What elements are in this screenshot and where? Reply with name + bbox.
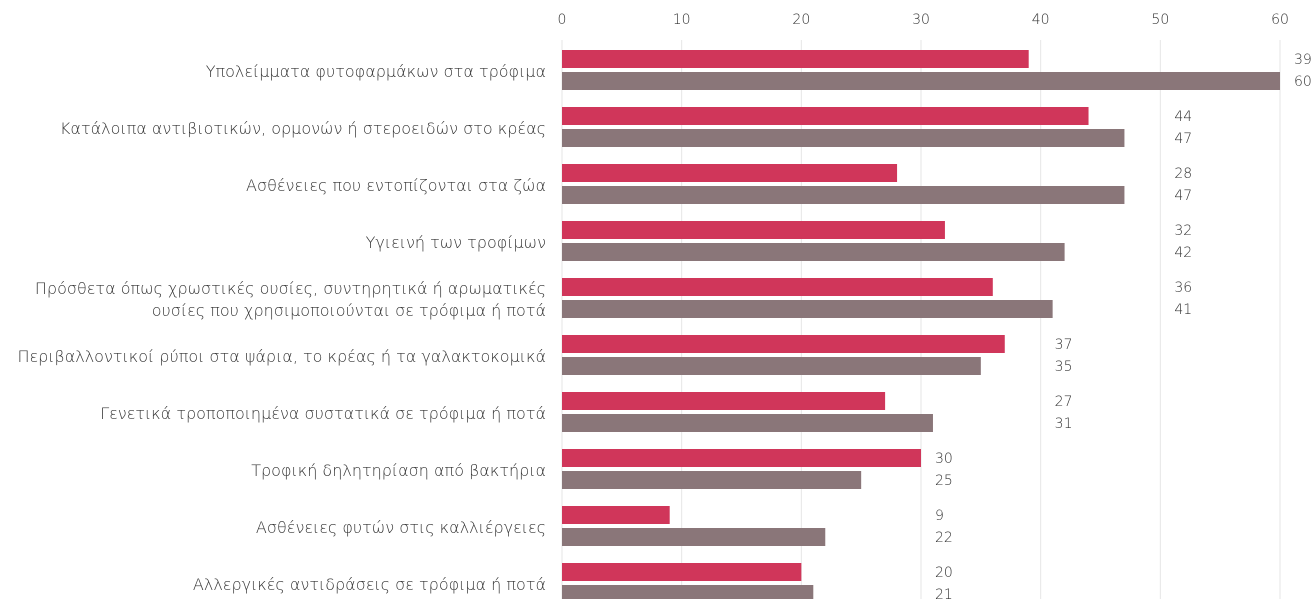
bar	[562, 449, 921, 467]
bar	[562, 243, 1065, 261]
data-label: 37	[1055, 337, 1073, 353]
data-label: 47	[1174, 131, 1192, 147]
bar	[562, 50, 1029, 68]
bar	[562, 506, 670, 524]
bar	[562, 300, 1053, 318]
bar	[562, 585, 814, 599]
x-tick-label: 20	[792, 12, 810, 28]
data-label: 31	[1055, 416, 1073, 432]
bar	[562, 221, 945, 239]
data-label: 41	[1174, 302, 1192, 318]
data-label: 25	[935, 473, 953, 489]
bar	[562, 335, 1005, 353]
data-label: 9	[935, 508, 944, 524]
bar	[562, 72, 1280, 90]
category-label: Ασθένειες φυτών στις καλλιέργειες	[256, 518, 546, 537]
bar	[562, 528, 826, 546]
data-label: 60	[1294, 74, 1312, 90]
x-tick-label: 10	[673, 12, 691, 28]
category-label: Περιβαλλοντικοί ρύποι στα ψάρια, το κρέα…	[17, 347, 546, 366]
data-label: 44	[1174, 109, 1192, 125]
data-label: 30	[935, 451, 953, 467]
category-label: Υπολείμματα φυτοφαρμάκων στα τρόφιμα	[206, 62, 546, 81]
bar	[562, 107, 1089, 125]
data-label: 20	[935, 565, 953, 581]
bar	[562, 392, 886, 410]
data-label: 32	[1174, 223, 1192, 239]
x-tick-label: 0	[558, 12, 567, 28]
category-label: Τροφική δηλητηρίαση από βακτήρια	[251, 461, 546, 480]
category-label: Κατάλοιπα αντιβιοτικών, ορμονών ή στεροε…	[60, 119, 546, 138]
category-label: Αλλεργικές αντιδράσεις σε τρόφιμα ή ποτά	[193, 575, 546, 594]
data-label: 36	[1174, 280, 1192, 296]
bar	[562, 563, 802, 581]
x-tick-label: 50	[1151, 12, 1169, 28]
x-tick-label: 60	[1271, 12, 1289, 28]
data-label: 35	[1055, 359, 1073, 375]
data-label: 21	[935, 587, 953, 599]
bar	[562, 164, 898, 182]
bar	[562, 129, 1125, 147]
bar	[562, 471, 862, 489]
data-label: 47	[1174, 188, 1192, 204]
x-tick-label: 40	[1032, 12, 1050, 28]
bar	[562, 357, 981, 375]
data-label: 28	[1174, 166, 1192, 182]
data-label: 27	[1055, 394, 1073, 410]
category-label: Πρόσθετα όπως χρωστικές ουσίες, συντηρητ…	[35, 279, 546, 320]
bar	[562, 414, 933, 432]
x-tick-label: 30	[912, 12, 930, 28]
data-label: 22	[935, 530, 953, 546]
bar	[562, 278, 993, 296]
category-label: Υγιεινή των τροφίμων	[366, 233, 546, 252]
category-label: Ασθένειες που εντοπίζονται στα ζώα	[246, 176, 546, 195]
bar	[562, 186, 1125, 204]
category-label: Γενετικά τροποποιημένα συστατικά σε τρόφ…	[100, 404, 546, 423]
data-label: 42	[1174, 245, 1192, 261]
data-label: 39	[1294, 52, 1312, 68]
